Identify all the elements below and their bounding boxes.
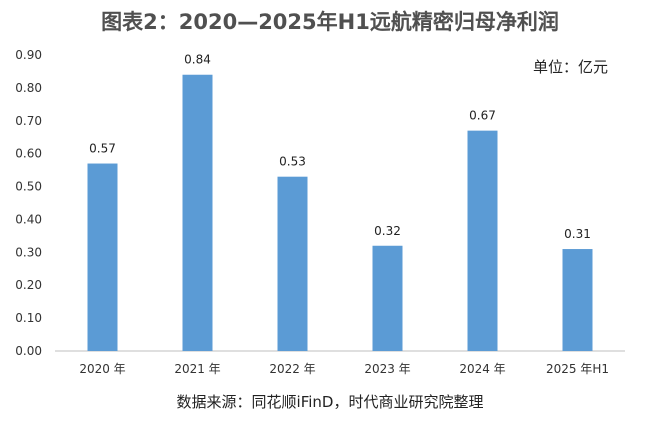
x-tick-label: 2023 年	[364, 362, 410, 376]
x-tick-label: 2025 年H1	[546, 362, 609, 376]
data-label: 0.84	[184, 53, 211, 67]
data-label: 0.67	[469, 109, 496, 123]
y-tick-label: 0.30	[15, 245, 42, 259]
x-tick-label: 2020 年	[79, 362, 125, 376]
bar	[467, 130, 498, 351]
bar	[372, 245, 403, 351]
y-tick-label: 0.60	[15, 147, 42, 161]
unit-label: 单位：亿元	[532, 58, 608, 76]
bar	[182, 74, 213, 351]
y-tick-label: 0.20	[15, 278, 42, 292]
chart-title: 图表2：2020—2025年H1远航精密归母净利润	[101, 10, 559, 34]
y-axis: 0.00 0.10 0.20 0.30 0.40 0.50 0.60 0.70 0.80 0.90	[15, 48, 42, 358]
bar	[87, 163, 118, 351]
y-tick-label: 0.90	[15, 48, 42, 62]
y-tick-label: 0.50	[15, 180, 42, 194]
y-tick-label: 0.80	[15, 81, 42, 95]
x-tick-label: 2022 年	[269, 362, 315, 376]
bar	[562, 249, 593, 351]
x-tick-label: 2021 年	[174, 362, 220, 376]
x-axis: 2020 年 2021 年 2022 年 2023 年 2024 年 2025 年H1	[79, 362, 609, 376]
bar	[277, 176, 308, 351]
data-source-note: 数据来源：同花顺iFinD，时代商业研究院整理	[176, 393, 484, 411]
bars: 0.57 0.84 0.53 0.32 0.67 0.31	[87, 53, 593, 351]
data-label: 0.57	[89, 142, 116, 156]
y-tick-label: 0.10	[15, 311, 42, 325]
y-tick-label: 0.40	[15, 212, 42, 226]
data-label: 0.32	[374, 224, 401, 238]
y-tick-label: 0.00	[15, 344, 42, 358]
data-label: 0.53	[279, 155, 306, 169]
data-label: 0.31	[564, 227, 591, 241]
x-tick-label: 2024 年	[459, 362, 505, 376]
y-tick-label: 0.70	[15, 114, 42, 128]
